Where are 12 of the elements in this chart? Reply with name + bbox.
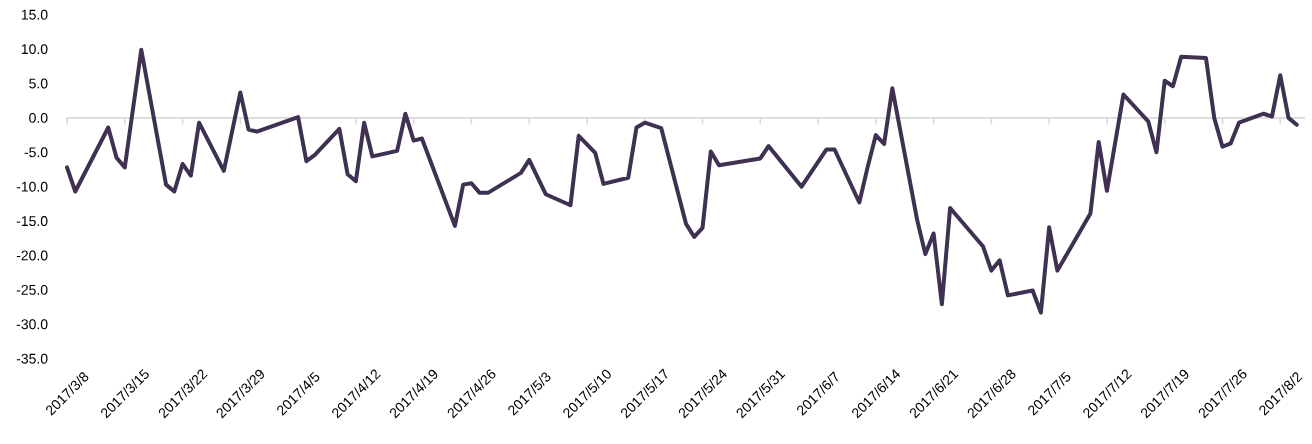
y-tick-label: 0.0 (29, 112, 48, 123)
y-tick-label: -20.0 (16, 250, 48, 261)
y-tick-label: 15.0 (21, 9, 48, 20)
y-tick-label: 10.0 (21, 44, 48, 55)
line-series (65, 47, 1299, 315)
y-tick-label: -35.0 (16, 353, 48, 364)
y-tick-label: -30.0 (16, 319, 48, 330)
y-tick-label: -15.0 (16, 216, 48, 227)
y-tick-label: -25.0 (16, 284, 48, 295)
y-tick-label: -5.0 (24, 147, 48, 158)
y-tick-label: 5.0 (29, 78, 48, 89)
y-tick-label: -10.0 (16, 181, 48, 192)
